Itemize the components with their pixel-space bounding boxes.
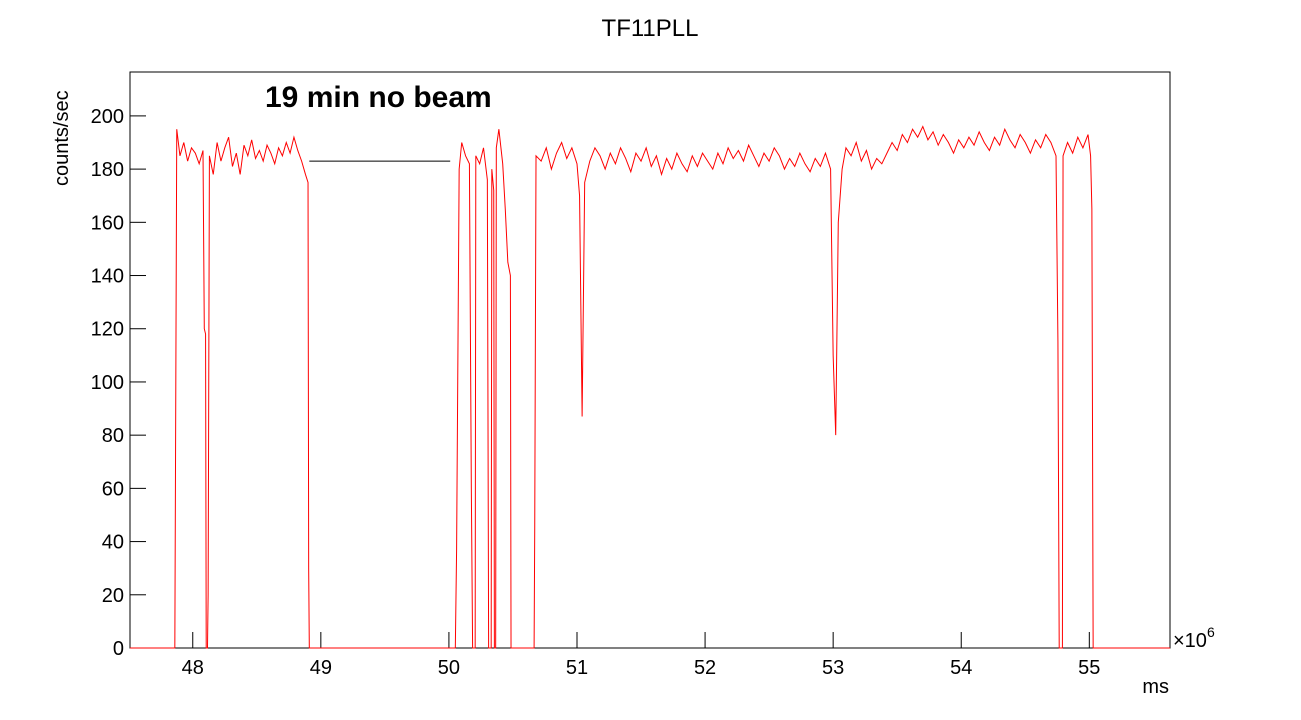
series-line: [130, 125, 1170, 649]
x-tick-label: 53: [822, 657, 844, 679]
x-tick-label: 48: [182, 657, 204, 679]
x-multiplier-exponent: 6: [1207, 624, 1215, 640]
y-tick-label: 0: [113, 638, 124, 660]
x-tick-label: 52: [694, 657, 716, 679]
y-tick-label: 120: [91, 319, 124, 341]
y-tick-label: 80: [102, 425, 124, 447]
x-tick-label: 49: [310, 657, 332, 679]
x-tick-label: 54: [950, 657, 972, 679]
y-tick-label: 100: [91, 372, 124, 394]
y-tick-label: 180: [91, 159, 124, 181]
y-tick-label: 40: [102, 532, 124, 554]
x-tick-label: 55: [1078, 657, 1100, 679]
x-multiplier: ×106: [1173, 624, 1215, 652]
x-multiplier-base: ×10: [1173, 630, 1207, 652]
x-axis-title: ms: [1142, 676, 1169, 698]
x-tick-label: 50: [438, 657, 460, 679]
y-tick-label: 160: [91, 212, 124, 234]
y-tick-label: 20: [102, 585, 124, 607]
x-tick-label: 51: [566, 657, 588, 679]
plot-frame: [129, 71, 1171, 649]
annotation: 19 min no beam: [265, 81, 492, 114]
y-axis-title: counts/sec: [51, 90, 73, 186]
y-tick-label: 140: [91, 266, 124, 288]
chart-title: TF11PLL: [602, 15, 699, 42]
y-tick-label: 60: [102, 478, 124, 500]
y-tick-label: 200: [91, 106, 124, 128]
